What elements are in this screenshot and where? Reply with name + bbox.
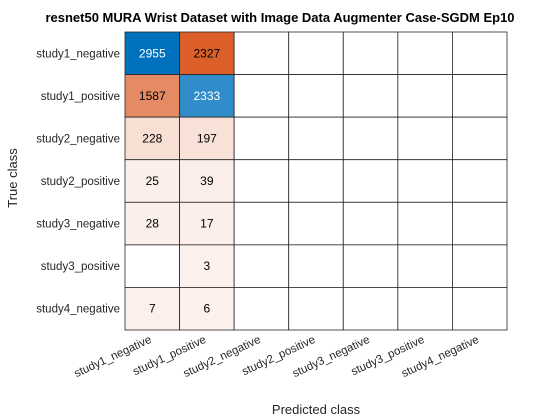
matrix-cell [234,32,289,75]
row-tick-label: study2_positive [41,176,120,188]
matrix-cell [234,245,289,288]
matrix-cell [234,160,289,203]
matrix-cell [452,160,507,203]
row-tick-labels: study1_negative study1_positive study2_neg… [36,48,120,315]
cell-value-label: 2327 [194,46,221,60]
matrix-cell [452,287,507,330]
cell-value-label: 1587 [139,89,166,103]
matrix-cell [343,75,398,118]
matrix-cell [343,117,398,160]
cell-value-label: 7 [149,302,156,316]
x-axis-label: Predicted class [272,402,361,417]
matrix-cell [398,160,453,203]
row-tick-label: study3_positive [41,261,120,273]
matrix-cell [398,202,453,245]
column-tick-labels: study1_negativestudy1_positivestudy2_neg… [73,334,481,380]
cell-value-label: 25 [146,174,160,188]
matrix-cells: 2955 2327 1587 2333 228 197 25 39 28 17 3 7 6 [125,32,507,330]
matrix-cell [234,117,289,160]
matrix-cell [125,245,180,288]
matrix-cell [289,75,344,118]
cell-value-label: 6 [204,302,211,316]
cell-value-label: 197 [197,131,217,145]
matrix-cell [343,32,398,75]
cell-value-label: 39 [200,174,214,188]
matrix-cell [452,245,507,288]
matrix-cell [398,117,453,160]
y-axis-label: True class [5,148,20,208]
matrix-cell [234,75,289,118]
matrix-cell [398,75,453,118]
matrix-cell [289,32,344,75]
matrix-cell [452,75,507,118]
matrix-cell [343,245,398,288]
matrix-cell [343,160,398,203]
matrix-cell [452,117,507,160]
matrix-cell [289,160,344,203]
row-tick-label: study3_negative [36,219,120,231]
row-tick-label: study4_negative [36,304,120,316]
matrix-cell [234,202,289,245]
cell-value-label: 228 [142,131,162,145]
matrix-cell [398,287,453,330]
chart-title: resnet50 MURA Wrist Dataset with Image D… [45,10,514,25]
matrix-cell [289,117,344,160]
cell-value-label: 17 [200,217,214,231]
matrix-cell [234,287,289,330]
matrix-cell [343,287,398,330]
row-tick-label: study2_negative [36,133,120,145]
matrix-cell [452,32,507,75]
cell-value-label: 3 [204,259,211,273]
row-tick-label: study1_positive [41,91,120,103]
cell-value-label: 28 [146,217,160,231]
matrix-cell [289,202,344,245]
matrix-cell [289,245,344,288]
matrix-cell [343,202,398,245]
cell-value-label: 2333 [194,89,221,103]
cell-value-label: 2955 [139,46,166,60]
matrix-cell [398,245,453,288]
matrix-cell [289,287,344,330]
matrix-cell [452,202,507,245]
row-tick-label: study1_negative [36,48,120,60]
matrix-cell [398,32,453,75]
